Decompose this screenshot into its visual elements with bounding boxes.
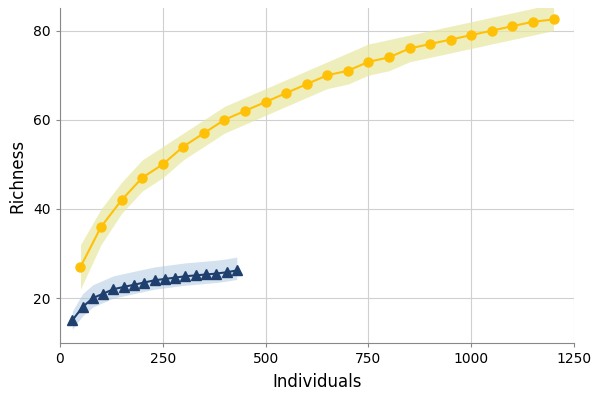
Y-axis label: Richness: Richness: [8, 138, 26, 213]
X-axis label: Individuals: Individuals: [272, 373, 362, 391]
